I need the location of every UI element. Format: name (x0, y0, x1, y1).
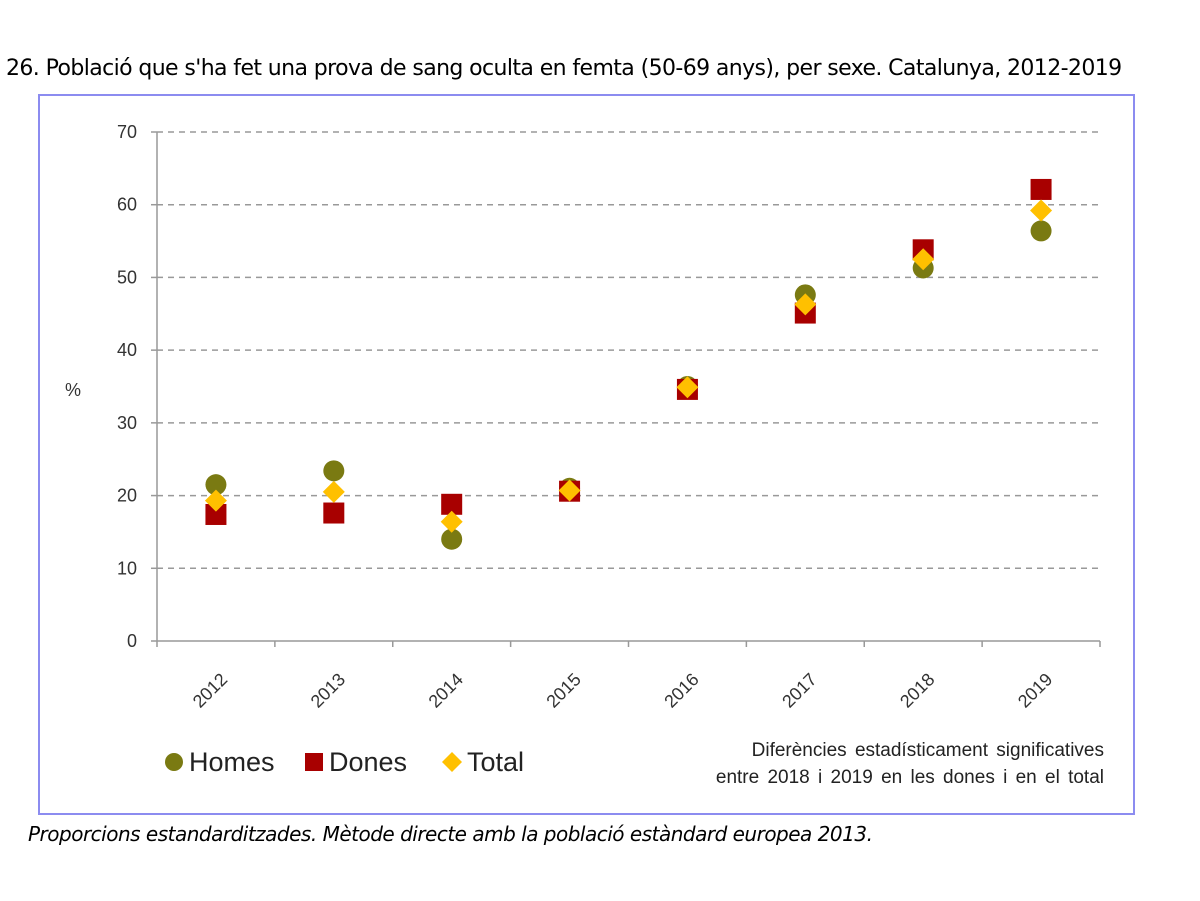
point-total (794, 293, 817, 316)
legend-marker-homes (165, 753, 183, 771)
point-total (558, 479, 581, 502)
legend-label-dones: Dones (329, 747, 407, 777)
legend-label-homes: Homes (189, 747, 275, 777)
x-tick-label: 2013 (307, 669, 349, 711)
point-total (912, 248, 935, 271)
x-tick-label: 2012 (189, 669, 231, 711)
x-tick-label: 2016 (660, 669, 702, 711)
y-tick-label: 60 (117, 195, 137, 215)
point-homes (323, 460, 345, 482)
x-tick-label: 2018 (896, 669, 938, 711)
x-tick-label: 2015 (542, 669, 584, 711)
point-dones (323, 502, 345, 524)
chart-caption: Proporcions estandarditzades. Mètode dir… (28, 822, 873, 846)
point-total (204, 489, 227, 512)
point-dones (441, 493, 463, 515)
y-tick-label: 10 (117, 558, 137, 578)
chart-title: 26. Població que s'ha fet una prova de s… (6, 56, 1122, 81)
y-axis-label: % (65, 380, 81, 400)
annotation-line: Diferències estadísticament significativ… (752, 740, 1104, 761)
legend-label-total: Total (467, 747, 524, 777)
y-tick-label: 70 (117, 122, 137, 142)
y-tick-label: 50 (117, 267, 137, 287)
point-homes (441, 528, 463, 550)
legend-marker-dones (305, 753, 323, 771)
y-tick-label: 20 (117, 486, 137, 506)
point-total (440, 510, 463, 533)
chart-frame (38, 94, 1135, 815)
point-total (1030, 199, 1053, 222)
point-total (676, 376, 699, 399)
point-total (322, 480, 345, 503)
point-dones (205, 503, 227, 525)
x-tick-label: 2017 (778, 669, 820, 711)
annotation-line: entre 2018 i 2019 en les dones i en el t… (716, 767, 1104, 788)
point-homes (1030, 220, 1052, 242)
point-homes (205, 474, 227, 496)
x-tick-label: 2014 (425, 669, 467, 711)
y-tick-label: 0 (127, 631, 137, 651)
legend-marker-total (442, 752, 462, 772)
y-tick-label: 30 (117, 413, 137, 433)
y-tick-label: 40 (117, 340, 137, 360)
point-dones (1030, 178, 1052, 200)
x-tick-label: 2019 (1014, 669, 1056, 711)
